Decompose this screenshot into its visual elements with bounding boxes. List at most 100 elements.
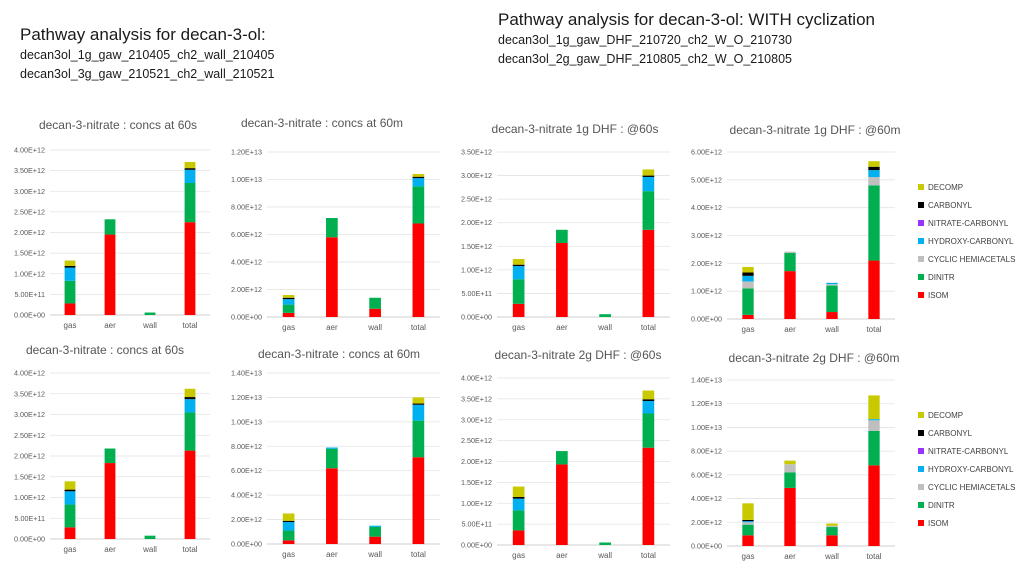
x-category-label: gas [742, 325, 755, 334]
bar-segment-dinitr-aer [556, 451, 568, 465]
bar-segment-dinitr-aer [104, 448, 116, 464]
y-tick-label: 2.50E+12 [461, 195, 492, 204]
x-category-label: wall [367, 550, 382, 559]
y-tick-label: 3.50E+12 [14, 389, 45, 398]
y-tick-label: 1.50E+12 [461, 242, 492, 251]
chart-title: decan-3-nitrate 2g DHF : @60m [729, 351, 900, 365]
legend-label: CYCLIC HEMIACETALS [928, 482, 1016, 492]
chart-title: decan-3-nitrate : concs at 60s [26, 343, 184, 357]
legend-item: HYDROXY-CARBONYL [918, 460, 1015, 478]
bar-segment-dinitr-wall [144, 535, 156, 539]
bar-segment-dinitr-total [184, 183, 196, 223]
x-category-label: wall [824, 325, 839, 334]
y-tick-label: 3.50E+12 [14, 166, 45, 175]
legend-swatch [918, 502, 924, 508]
bar-segment-carbonyl-total [184, 168, 196, 170]
bar-segment-isom-gas [512, 303, 525, 317]
x-category-label: aer [104, 545, 116, 554]
x-category-label: gas [282, 323, 295, 332]
x-category-label: aer [784, 325, 796, 334]
bar-segment-cyclic-hemiacetals-gas [742, 281, 754, 289]
legend-item: HYDROXY-CARBONYL [918, 232, 1015, 250]
header-right-title: Pathway analysis for decan-3-ol: WITH cy… [498, 10, 875, 29]
legend-item: DECOMP [918, 406, 1015, 424]
bar-segment-isom-aer [556, 464, 568, 545]
bar-segment-dinitr-wall [826, 285, 838, 313]
y-tick-label: 1.00E+12 [461, 265, 492, 274]
legend-bottom: DECOMP CARBONYL NITRATE-CARBONYL HYDROXY-CA… [918, 406, 1015, 532]
bar-segment-decomp-total [412, 397, 425, 404]
legend-swatch [918, 466, 924, 472]
bar-segment-carbonyl-total [642, 175, 655, 177]
y-tick-label: 1.50E+12 [14, 249, 45, 258]
bar-segment-cyclic-hemiacetals-total [868, 420, 880, 431]
bar-segment-carbonyl-gas [64, 489, 76, 492]
bar-segment-dinitr-total [868, 185, 880, 261]
bar-segment-decomp-gas [282, 513, 295, 521]
x-category-label: gas [512, 551, 525, 560]
bar-segment-decomp-gas [512, 259, 525, 265]
bar-segment-isom-aer [784, 487, 796, 546]
bar-segment-decomp-gas [64, 260, 76, 266]
chart-bottom-2: decan-3-nitrate : concs at 60m 0.00E+00 2.… [225, 340, 445, 565]
y-tick-label: 0.00E+00 [691, 315, 722, 324]
legend-swatch [918, 520, 924, 526]
chart-bottom-4: decan-3-nitrate 2g DHF : @60m 0.00E+00 2.0… [685, 340, 900, 565]
chart-svg: decan-3-nitrate 1g DHF : @60m 0.00E+00 1.0… [691, 123, 900, 334]
bar-segment-carbonyl-total [184, 397, 196, 400]
y-tick-label: 5.00E+11 [462, 520, 492, 529]
legend-item: DINITR [918, 496, 1015, 514]
x-category-label: aer [326, 323, 338, 332]
y-tick-label: 2.00E+12 [14, 452, 45, 461]
legend-label: HYDROXY-CARBONYL [928, 464, 1014, 474]
bar-segment-dinitr-total [412, 186, 425, 224]
bar-segment-carbonyl-total [412, 403, 425, 405]
bar-segment-decomp-total [642, 390, 655, 400]
chart-top-2: decan-3-nitrate : concs at 60m 0.00E+00 2.… [225, 112, 445, 337]
bar-segment-dinitr-wall [144, 312, 156, 315]
y-tick-label: 8.00E+12 [691, 447, 722, 456]
bar-segment-dinitr-aer [556, 229, 568, 243]
y-tick-label: 0.00E+00 [14, 535, 45, 544]
legend-item: CYCLIC HEMIACETALS [918, 250, 1015, 268]
bar-segment-dinitr-aer [784, 253, 796, 272]
bar-segment-decomp-gas [742, 266, 754, 273]
y-tick-label: 3.00E+12 [691, 231, 722, 240]
x-category-label: wall [824, 552, 839, 561]
y-tick-label: 2.00E+12 [14, 228, 45, 237]
x-category-label: total [182, 545, 197, 554]
y-tick-label: 0.00E+00 [691, 542, 722, 551]
legend-item: ISOM [918, 286, 1015, 304]
bar-segment-carbonyl-gas [742, 272, 754, 276]
legend-item: CARBONYL [918, 196, 1015, 214]
y-tick-label: 8.00E+12 [231, 442, 262, 451]
x-category-label: aer [326, 550, 338, 559]
chart-top-4: decan-3-nitrate 1g DHF : @60m 0.00E+00 1.0… [685, 112, 900, 337]
y-tick-label: 2.00E+12 [691, 518, 722, 527]
legend-item: DINITR [918, 268, 1015, 286]
y-tick-label: 5.00E+11 [462, 289, 492, 298]
bar-segment-hydroxy-carbonyl-gas [742, 275, 754, 282]
y-tick-label: 1.00E+13 [691, 423, 722, 432]
bar-segment-carbonyl-gas [742, 519, 754, 522]
y-tick-label: 4.00E+12 [231, 258, 262, 267]
bar-segment-hydroxy-carbonyl-total [412, 178, 425, 187]
x-category-label: total [182, 321, 197, 330]
bar-segment-dinitr-wall [599, 542, 611, 545]
bar-segment-decomp-aer [784, 460, 796, 465]
bar-segment-hydroxy-carbonyl-gas [64, 267, 76, 281]
bar-segment-isom-wall [826, 535, 838, 546]
chart-svg: decan-3-nitrate 2g DHF : @60m 0.00E+00 2.0… [691, 351, 900, 561]
bar-segment-isom-total [412, 223, 425, 317]
bar-segment-decomp-wall [826, 523, 838, 526]
bar-segment-dinitr-gas [742, 524, 754, 536]
bar-segment-hydroxy-carbonyl-total [184, 169, 196, 183]
bar-segment-dinitr-gas [282, 530, 295, 541]
bar-segment-carbonyl-gas [64, 265, 76, 268]
bar-segment-dinitr-gas [64, 280, 76, 304]
header-left: Pathway analysis for decan-3-ol: decan3o… [20, 24, 274, 84]
y-tick-label: 4.00E+12 [691, 203, 722, 212]
bar-segment-dinitr-total [642, 413, 655, 448]
x-category-label: total [411, 323, 426, 332]
chart-svg: decan-3-nitrate : concs at 60s 0.00E+00 5.… [14, 118, 210, 330]
